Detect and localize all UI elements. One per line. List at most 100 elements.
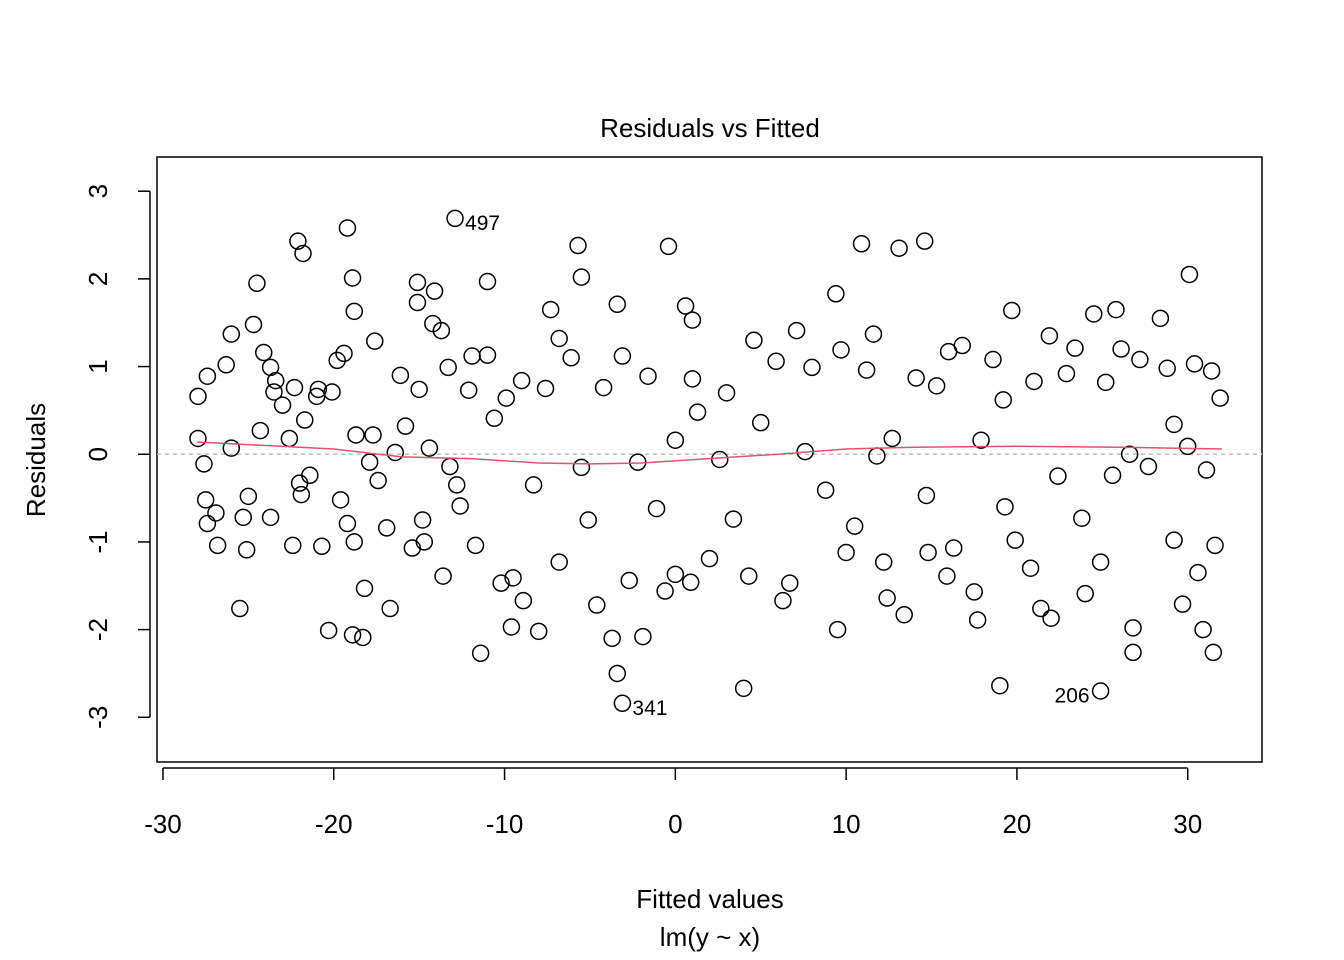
- point: [613, 347, 632, 365]
- point: [864, 325, 883, 343]
- point: [774, 591, 792, 610]
- point: [666, 431, 685, 449]
- x-tick-label: 30: [1173, 809, 1202, 839]
- point: [1120, 445, 1139, 463]
- point: [1158, 359, 1176, 378]
- point-label: 341: [632, 697, 667, 720]
- point: [613, 694, 632, 713]
- point: [492, 574, 510, 592]
- point: [536, 379, 555, 398]
- point: [944, 539, 963, 557]
- point: [688, 403, 707, 421]
- point: [273, 396, 292, 414]
- point: [309, 380, 328, 399]
- point: [189, 429, 207, 448]
- point: [827, 285, 845, 303]
- point: [366, 332, 384, 350]
- point: [832, 341, 850, 359]
- point: [369, 471, 387, 490]
- point: [1112, 340, 1130, 358]
- point: [408, 273, 427, 292]
- y-tick-label: 0: [83, 447, 113, 461]
- point: [608, 295, 627, 314]
- point: [217, 356, 235, 374]
- point: [441, 457, 459, 476]
- point: [289, 232, 307, 250]
- point: [347, 426, 365, 444]
- point: [195, 455, 213, 473]
- point: [208, 536, 227, 555]
- point: [355, 579, 374, 598]
- point: [364, 426, 382, 444]
- point: [1066, 339, 1084, 357]
- point: [717, 384, 736, 402]
- point: [781, 574, 799, 592]
- point: [659, 237, 678, 256]
- point-label: 206: [1055, 685, 1090, 708]
- y-tick-label: 2: [83, 272, 113, 286]
- point: [335, 344, 353, 363]
- point: [895, 605, 913, 624]
- point: [345, 533, 364, 551]
- point: [647, 499, 666, 518]
- point: [478, 272, 497, 291]
- point: [231, 599, 249, 618]
- smoother-line: [197, 441, 1222, 465]
- point: [284, 536, 302, 555]
- point: [965, 583, 983, 601]
- point: [497, 389, 516, 407]
- point: [439, 358, 457, 377]
- point: [1206, 536, 1224, 555]
- point: [338, 514, 357, 533]
- point: [261, 508, 280, 527]
- point: [434, 567, 452, 585]
- point: [1211, 389, 1229, 407]
- point: [1032, 599, 1050, 618]
- point: [301, 466, 319, 485]
- point: [391, 366, 410, 385]
- point: [639, 367, 657, 385]
- point: [972, 431, 990, 449]
- point: [1096, 373, 1115, 392]
- point: [1057, 364, 1076, 383]
- point: [953, 336, 972, 355]
- point: [1204, 643, 1223, 662]
- point: [290, 474, 309, 492]
- point: [1165, 415, 1183, 434]
- point: [1085, 305, 1103, 323]
- y-tick-label: -1: [83, 530, 113, 553]
- point: [408, 293, 427, 312]
- point: [222, 325, 241, 343]
- point: [740, 567, 758, 585]
- point: [265, 383, 283, 401]
- point: [345, 302, 364, 321]
- point: [1131, 350, 1149, 369]
- chart-title: Residuals vs Fitted: [600, 113, 820, 143]
- point: [681, 573, 700, 592]
- point: [377, 519, 396, 537]
- point: [198, 514, 217, 533]
- point: [594, 378, 613, 397]
- point: [883, 429, 901, 448]
- point: [1076, 584, 1094, 603]
- point: [938, 567, 956, 585]
- point: [656, 582, 674, 600]
- point: [572, 268, 591, 286]
- y-tick-label: 3: [83, 184, 113, 198]
- point: [524, 476, 543, 494]
- point: [1124, 619, 1142, 637]
- point: [244, 315, 263, 334]
- point: [239, 487, 258, 506]
- point: [710, 450, 729, 469]
- point: [852, 235, 871, 253]
- point: [459, 381, 478, 399]
- point: [734, 679, 753, 698]
- point: [222, 439, 241, 457]
- point: [603, 629, 621, 648]
- point: [1006, 531, 1024, 549]
- point: [620, 571, 638, 590]
- point: [996, 498, 1014, 516]
- point: [471, 644, 490, 663]
- y-tick-label: 1: [83, 359, 113, 373]
